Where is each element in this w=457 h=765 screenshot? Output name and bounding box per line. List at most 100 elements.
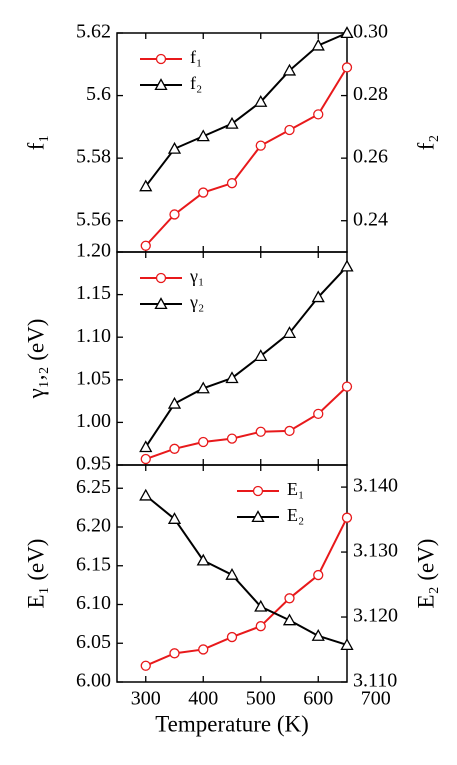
marker	[341, 62, 353, 73]
marker	[198, 644, 209, 655]
marker	[311, 629, 325, 641]
y2-tick-label: 3.130	[353, 540, 398, 562]
y-tick-label: 6.10	[76, 592, 111, 614]
y2-axis-label: E₂ (eV)	[413, 539, 438, 609]
y-tick-label: 5.62	[76, 21, 111, 43]
y2-tick-label: 0.26	[353, 146, 388, 168]
marker	[282, 613, 297, 626]
y2-axis-label: f₂	[413, 135, 438, 151]
legend-marker	[154, 78, 168, 91]
x-tick-label: 300	[131, 688, 161, 710]
marker	[226, 178, 238, 189]
y2-tick-label: 3.120	[353, 605, 398, 627]
plot-frame	[116, 251, 348, 466]
y2-tick-label: 0.30	[353, 21, 388, 43]
y-tick-label: 6.25	[76, 476, 111, 498]
x-tick-label: 500	[246, 688, 276, 710]
marker	[140, 453, 151, 465]
legend-label: f₁	[190, 47, 202, 67]
marker	[340, 259, 354, 272]
x-tick-label: 600	[303, 688, 333, 710]
legend-marker	[154, 297, 168, 310]
marker	[226, 631, 238, 643]
marker	[340, 26, 354, 39]
plot-frame	[116, 32, 348, 253]
legend-label: E₂	[287, 505, 304, 525]
marker	[139, 440, 153, 453]
y-axis-label: E₁ (eV)	[23, 539, 48, 609]
series-line	[145, 494, 348, 646]
y2-tick-label: 3.140	[353, 475, 398, 497]
marker	[255, 140, 266, 151]
legend-label: E₁	[287, 479, 304, 499]
y-tick-label: 6.05	[76, 631, 111, 653]
marker	[198, 436, 209, 448]
y-tick-label: 5.56	[76, 208, 111, 230]
y-axis-label: f₁	[23, 135, 48, 151]
legend-marker	[155, 53, 167, 65]
marker	[254, 599, 268, 612]
marker	[254, 349, 268, 361]
marker	[139, 179, 153, 192]
y-tick-label: 6.00	[76, 670, 111, 692]
marker	[140, 240, 151, 251]
marker	[255, 621, 266, 632]
y-tick-label: 1.05	[76, 367, 111, 389]
marker	[196, 129, 210, 142]
y2-tick-label: 0.28	[353, 83, 388, 105]
marker	[313, 109, 324, 120]
y-tick-label: 1.00	[76, 410, 111, 432]
legend-marker	[251, 510, 265, 523]
marker	[341, 381, 353, 392]
marker	[313, 408, 324, 420]
marker	[284, 124, 295, 136]
marker	[167, 396, 182, 409]
marker	[254, 94, 268, 107]
marker	[255, 426, 266, 437]
marker	[169, 209, 180, 220]
y-tick-label: 5.58	[76, 146, 111, 168]
marker	[340, 638, 354, 651]
series-line	[144, 265, 348, 448]
marker	[226, 433, 238, 444]
marker	[311, 290, 325, 303]
x-tick-label: 400	[188, 688, 218, 710]
y-tick-label: 6.20	[76, 515, 111, 537]
y-axis-label: γ₁,₂ (eV)	[23, 319, 48, 400]
marker	[225, 567, 239, 580]
legend-marker	[155, 272, 167, 284]
x-tick-label: 700	[361, 688, 391, 710]
y-tick-label: 6.15	[76, 553, 111, 575]
marker	[313, 569, 324, 581]
marker	[311, 38, 325, 51]
marker	[140, 660, 151, 671]
x-axis-label: Temperature (K)	[155, 711, 309, 736]
legend-label: γ₁	[189, 266, 204, 286]
marker	[284, 425, 295, 437]
y-tick-label: 1.10	[76, 325, 111, 347]
y-tick-label: 1.15	[76, 282, 111, 304]
y-tick-label: 0.95	[76, 453, 111, 475]
marker	[225, 116, 239, 129]
legend-marker	[252, 485, 264, 497]
marker	[167, 512, 182, 524]
marker	[167, 141, 182, 154]
marker	[198, 187, 209, 198]
marker	[196, 381, 210, 394]
marker	[169, 648, 180, 659]
marker	[169, 443, 180, 454]
legend-label: f₂	[190, 73, 202, 93]
marker	[282, 326, 297, 338]
y-tick-label: 1.20	[76, 240, 111, 262]
marker	[284, 593, 295, 604]
marker	[225, 371, 239, 384]
y-tick-label: 5.6	[86, 83, 111, 105]
plot-frame	[116, 464, 348, 683]
legend-label: γ₂	[189, 292, 204, 312]
y2-tick-label: 0.24	[353, 208, 388, 230]
marker	[282, 63, 297, 76]
marker	[196, 553, 210, 566]
y2-tick-label: 3.110	[353, 670, 397, 692]
